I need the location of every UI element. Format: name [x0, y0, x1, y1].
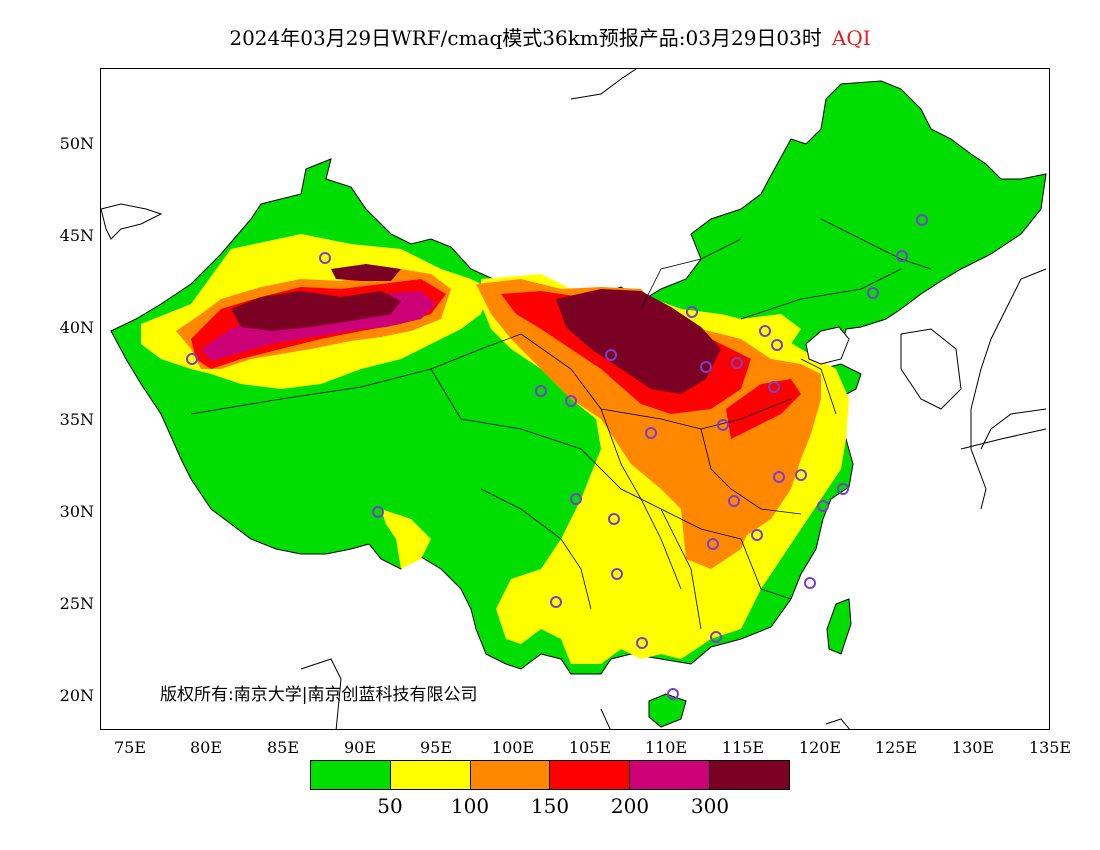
lon-label-85e: 85E: [266, 738, 300, 757]
legend-swatch-100-150: [470, 761, 551, 789]
aqi-zone-orange-north: [476, 279, 821, 544]
map-frame: [100, 68, 1050, 730]
lon-label-90e: 90E: [343, 738, 377, 757]
lat-label-25n: 25N: [59, 594, 94, 613]
title-main: 2024年03月29日WRF/cmaq模式36km预报产品:03月29日03时: [229, 26, 822, 50]
aqi-zone-yellow-northeast: [741, 314, 801, 344]
hainan-region: [648, 693, 687, 728]
lon-label-135e: 135E: [1028, 738, 1072, 757]
lon-label-120e: 120E: [798, 738, 842, 757]
legend-swatch-150-200: [550, 761, 631, 789]
lat-label-45n: 45N: [59, 226, 94, 245]
aqi-map: [101, 69, 1047, 729]
aqi-zone-red-east: [726, 379, 801, 439]
taiwan-region: [826, 598, 852, 655]
lon-label-130e: 130E: [951, 738, 995, 757]
aqi-zone-yellow-tibet: [381, 509, 431, 569]
aqi-zone-maroon-dzungaria: [331, 264, 401, 281]
copyright-text: 版权所有:南京大学|南京创蓝科技有限公司: [160, 685, 478, 705]
bohai-sea: [805, 326, 850, 365]
title-pollutant: AQI: [831, 26, 871, 50]
map-title: 2024年03月29日WRF/cmaq模式36km预报产品:03月29日03时 A…: [0, 22, 1100, 51]
legend-swatch-0-50: [311, 761, 391, 789]
legend-label-150: 150: [530, 794, 570, 818]
lon-label-115e: 115E: [721, 738, 765, 757]
lat-label-20n: 20N: [59, 686, 94, 705]
legend-swatch-50-100: [390, 761, 471, 789]
lon-label-110e: 110E: [644, 738, 688, 757]
lon-label-95e: 95E: [419, 738, 453, 757]
aqi-color-legend: [310, 760, 790, 790]
legend-label-200: 200: [610, 794, 650, 818]
lat-label-40n: 40N: [59, 318, 94, 337]
legend-label-100: 100: [450, 794, 490, 818]
province-boundaries: [190, 218, 932, 630]
lat-label-50n: 50N: [59, 134, 94, 153]
aqi-zone-maroon-north: [556, 289, 721, 394]
legend-swatch-200-300: [630, 761, 711, 789]
lon-label-125e: 125E: [874, 738, 918, 757]
aqi-zone-orange-central: [681, 499, 751, 569]
lat-label-30n: 30N: [59, 502, 94, 521]
neighboring-coastlines: [101, 69, 1047, 729]
lon-label-80e: 80E: [189, 738, 223, 757]
lon-label-75e: 75E: [113, 738, 147, 757]
lat-label-35n: 35N: [59, 410, 94, 429]
legend-swatch-300-plus: [710, 761, 789, 789]
lon-label-100e: 100E: [491, 738, 535, 757]
city-station-markers: [186, 214, 928, 700]
aqi-zone-maroon-northwest: [231, 291, 401, 331]
legend-label-300: 300: [690, 794, 730, 818]
legend-label-50: 50: [377, 794, 403, 818]
lon-label-105e: 105E: [568, 738, 612, 757]
